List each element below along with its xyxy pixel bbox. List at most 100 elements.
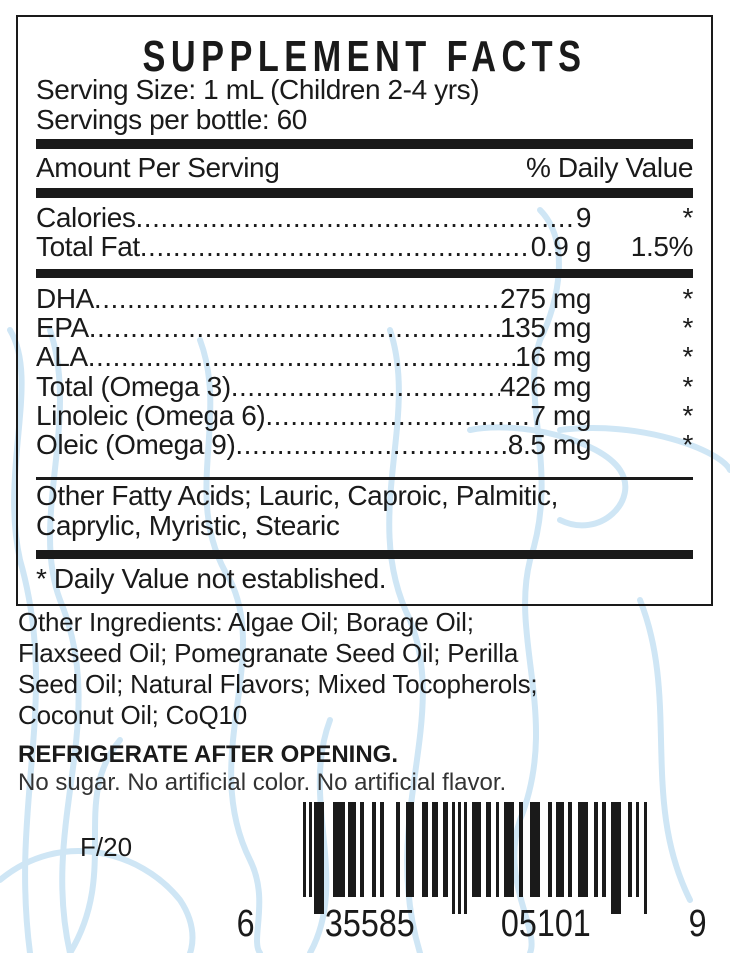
barcode-bar (458, 802, 461, 914)
other-ingredients-line-1: Other Ingredients: Algae Oil; Borage Oil… (18, 607, 474, 637)
barcode-bar (578, 802, 588, 897)
barcode-bar (303, 802, 306, 897)
barcode-bar (486, 802, 491, 897)
nutrient-amount: 135 mg (500, 312, 591, 343)
divider-thick (36, 269, 693, 278)
barcode-bar (611, 802, 621, 914)
barcode-bar (360, 802, 364, 897)
barcode-bar (422, 802, 428, 897)
divider-thick (36, 188, 693, 198)
column-header-row: Amount Per Serving % Daily Value (36, 153, 693, 183)
barcode-bar (314, 802, 324, 914)
other-fatty-acids-line-2: Caprylic, Myristic, Stearic (36, 510, 340, 541)
nutrient-dv: * (682, 341, 694, 372)
nutrient-dv: 1.5% (630, 231, 694, 262)
dot-leader (231, 372, 500, 402)
servings-per-bottle: Servings per bottle: 60 (36, 104, 307, 135)
divider-thin (36, 477, 693, 480)
barcode-bar (372, 802, 376, 897)
barcode-bars (303, 802, 647, 914)
supplement-facts-panel: SUPPLEMENT FACTS Serving Size: 1 mL (Chi… (16, 15, 713, 606)
barcode-bar (504, 802, 514, 897)
dot-leader (89, 313, 500, 343)
nutrient-amount: 9 (575, 202, 592, 233)
barcode-bar (519, 802, 523, 897)
barcode-bar (396, 802, 400, 897)
nutrient-amount: 275 mg (500, 283, 591, 314)
nutrient-name: ALA (36, 341, 88, 372)
dot-leader (140, 232, 531, 262)
nutrient-name: Oleic (Omega 9) (36, 429, 236, 460)
barcode-bar (309, 802, 312, 897)
divider-thick (36, 139, 693, 149)
nutrient-amount: 426 mg (500, 371, 591, 402)
nutrient-row-calories: Calories 9 * (36, 203, 693, 233)
nutrient-amount: 8.5 mg (507, 429, 592, 460)
barcode-bar (348, 802, 356, 897)
barcode-bar (644, 802, 647, 914)
barcode-digits-right: 05101 (500, 903, 591, 945)
lot-code: F/20 (80, 832, 133, 862)
barcode-bar (636, 802, 639, 897)
dot-leader (136, 203, 576, 233)
panel-title: SUPPLEMENT FACTS (142, 32, 587, 81)
barcode-bar (594, 802, 598, 897)
barcode-bar (452, 802, 455, 914)
nutrient-row-epa: EPA 135 mg * (36, 313, 693, 343)
nutrient-row-omega-6: Linoleic (Omega 6) 7 mg * (36, 401, 693, 431)
barcode-digit-check: 9 (688, 903, 707, 945)
nutrient-row-ala: ALA 16 mg * (36, 342, 693, 372)
nutrient-amount: 0.9 g (530, 231, 592, 262)
other-ingredients-line-4: Coconut Oil; CoQ10 (18, 700, 248, 730)
barcode-bar (380, 802, 384, 897)
nutrient-row-omega-9: Oleic (Omega 9) 8.5 mg * (36, 430, 693, 460)
other-fatty-acids-line-1: Other Fatty Acids; Lauric, Caproic, Palm… (36, 480, 558, 511)
nutrient-name: Calories (36, 202, 136, 233)
nutrient-name: DHA (36, 283, 94, 314)
nutrient-row-omega-3: Total (Omega 3) 426 mg * (36, 372, 693, 402)
nutrient-amount: 16 mg (515, 341, 591, 372)
nutrient-dv: * (682, 202, 694, 233)
nutrient-name: Linoleic (Omega 6) (36, 400, 266, 431)
barcode-bar (333, 802, 345, 897)
nutrient-dv: * (682, 283, 694, 314)
nutrient-row-dha: DHA 275 mg * (36, 284, 693, 314)
barcode-bar (568, 802, 572, 897)
nutrient-name: EPA (36, 312, 89, 343)
barcode-digits-left: 35585 (324, 903, 415, 945)
dot-leader (94, 284, 500, 314)
nutrient-dv: * (682, 400, 694, 431)
nutrient-name: Total (Omega 3) (36, 371, 231, 402)
barcode-bar (628, 802, 632, 897)
serving-size: Serving Size: 1 mL (Children 2-4 yrs) (36, 74, 480, 105)
nutrient-amount: 7 mg (530, 400, 591, 431)
storage-instruction: REFRIGERATE AFTER OPENING. (18, 741, 399, 768)
barcode-bar (406, 802, 414, 897)
barcode-bar (432, 802, 438, 897)
nutrient-row-total-fat: Total Fat 0.9 g 1.5% (36, 232, 693, 262)
barcode-bar (548, 802, 552, 897)
daily-value-footnote: * Daily Value not established. (36, 563, 387, 594)
upc-barcode: 6 35585 05101 9 (237, 802, 725, 952)
barcode-bar (530, 802, 540, 897)
barcode-bar (556, 802, 564, 897)
other-ingredients-line-2: Flaxseed Oil; Pomegranate Seed Oil; Peri… (18, 638, 519, 668)
dot-leader (265, 401, 530, 431)
dot-leader (235, 430, 507, 460)
barcode-bar (443, 802, 448, 897)
other-ingredients-line-3: Seed Oil; Natural Flavors; Mixed Tocophe… (18, 669, 538, 699)
barcode-bar (602, 802, 606, 897)
header-amount: Amount Per Serving (36, 152, 280, 183)
barcode-bar (472, 802, 481, 897)
divider-thick (36, 550, 693, 559)
dot-leader (88, 342, 515, 372)
nutrient-dv: * (682, 429, 694, 460)
barcode-digit-system: 6 (236, 903, 255, 945)
product-claims: No sugar. No artificial color. No artifi… (18, 769, 507, 796)
nutrient-dv: * (682, 371, 694, 402)
header-daily-value: % Daily Value (525, 152, 693, 183)
barcode-bar (496, 802, 499, 897)
nutrient-name: Total Fat (36, 231, 140, 262)
barcode-bar (464, 802, 467, 914)
nutrient-dv: * (682, 312, 694, 343)
